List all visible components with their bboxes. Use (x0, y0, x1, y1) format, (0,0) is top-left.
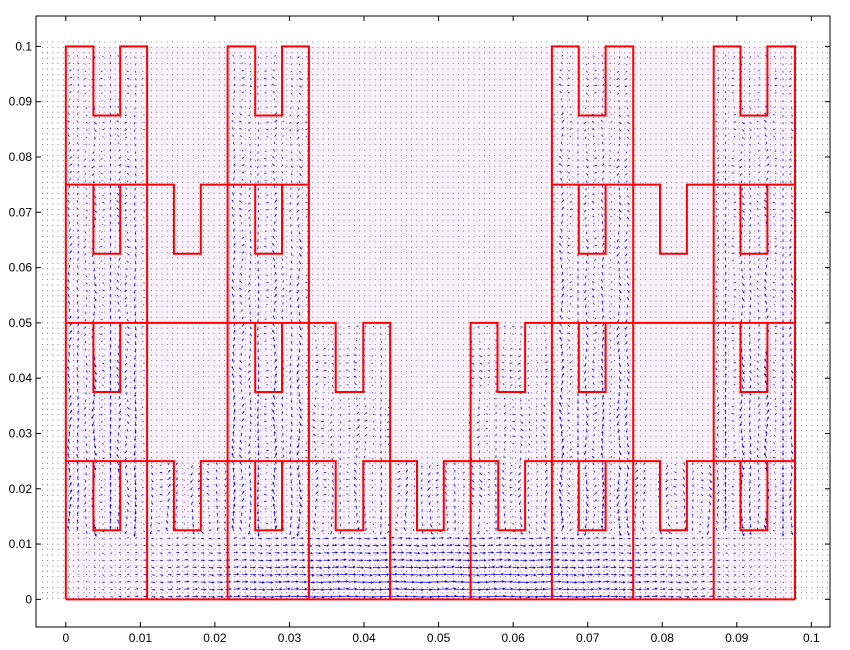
y-tick-label: 0.04 (9, 371, 33, 385)
outline-segment-13 (92, 322, 122, 393)
y-tick-label: 0.02 (9, 482, 33, 496)
outline-segment-1 (64, 45, 149, 600)
x-tick-label: 0.04 (352, 631, 376, 645)
x-tick-label: 0.1 (803, 631, 820, 645)
y-tick-label: 0.06 (9, 261, 33, 275)
axes-frame (35, 15, 831, 628)
geometry-outlines (64, 45, 796, 601)
y-tick-label: 0 (25, 592, 32, 606)
outline-segment-4 (712, 45, 796, 600)
outline-segment-21 (739, 461, 769, 532)
x-tick-label: 0.07 (576, 631, 600, 645)
x-axis: 0 0.01 0.02 0.03 0.04 0.05 0.06 0.07 0.08 0.09 0.1 (62, 16, 820, 645)
x-tick-label: 0.05 (427, 631, 451, 645)
x-tick-label: 0 (62, 631, 69, 645)
outline-segment-6 (551, 183, 795, 255)
y-tick-label: 0.1 (15, 39, 32, 53)
outline-segment-16 (739, 322, 769, 393)
x-tick-label: 0.06 (501, 631, 525, 645)
outline-segment-17 (65, 460, 795, 532)
y-tick-label: 0.08 (9, 150, 33, 164)
outline-segment-15 (577, 322, 607, 393)
outline-segment-10 (739, 184, 769, 255)
outline-segment-12 (469, 321, 795, 600)
x-tick-label: 0.01 (129, 631, 153, 645)
x-tick-label: 0.02 (203, 631, 227, 645)
y-tick-label: 0.09 (9, 95, 33, 109)
outline-segment-9 (577, 184, 607, 255)
outline-segment-11 (65, 321, 392, 600)
outline-segment-18 (92, 461, 122, 532)
outline-segment-5 (65, 183, 309, 255)
outline-segment-8 (254, 184, 283, 255)
outline-segment-19 (254, 461, 283, 532)
outline-segment-7 (92, 184, 122, 255)
x-tick-label: 0.03 (278, 631, 302, 645)
y-tick-label: 0.03 (9, 426, 33, 440)
x-tick-label: 0.09 (725, 631, 749, 645)
x-tick-label: 0.08 (651, 631, 675, 645)
outline-segment-3 (550, 45, 635, 600)
y-tick-label: 0.07 (9, 205, 33, 219)
y-tick-label: 0.01 (9, 537, 33, 551)
outline-segment-14 (254, 322, 283, 393)
y-tick-label: 0.05 (9, 316, 33, 330)
y-axis: 0 0.01 0.02 0.03 0.04 0.05 0.06 0.07 0.08 0.09 0.1 (9, 39, 830, 606)
outline-segment-20 (577, 461, 607, 532)
outline-segment-2 (226, 45, 310, 600)
